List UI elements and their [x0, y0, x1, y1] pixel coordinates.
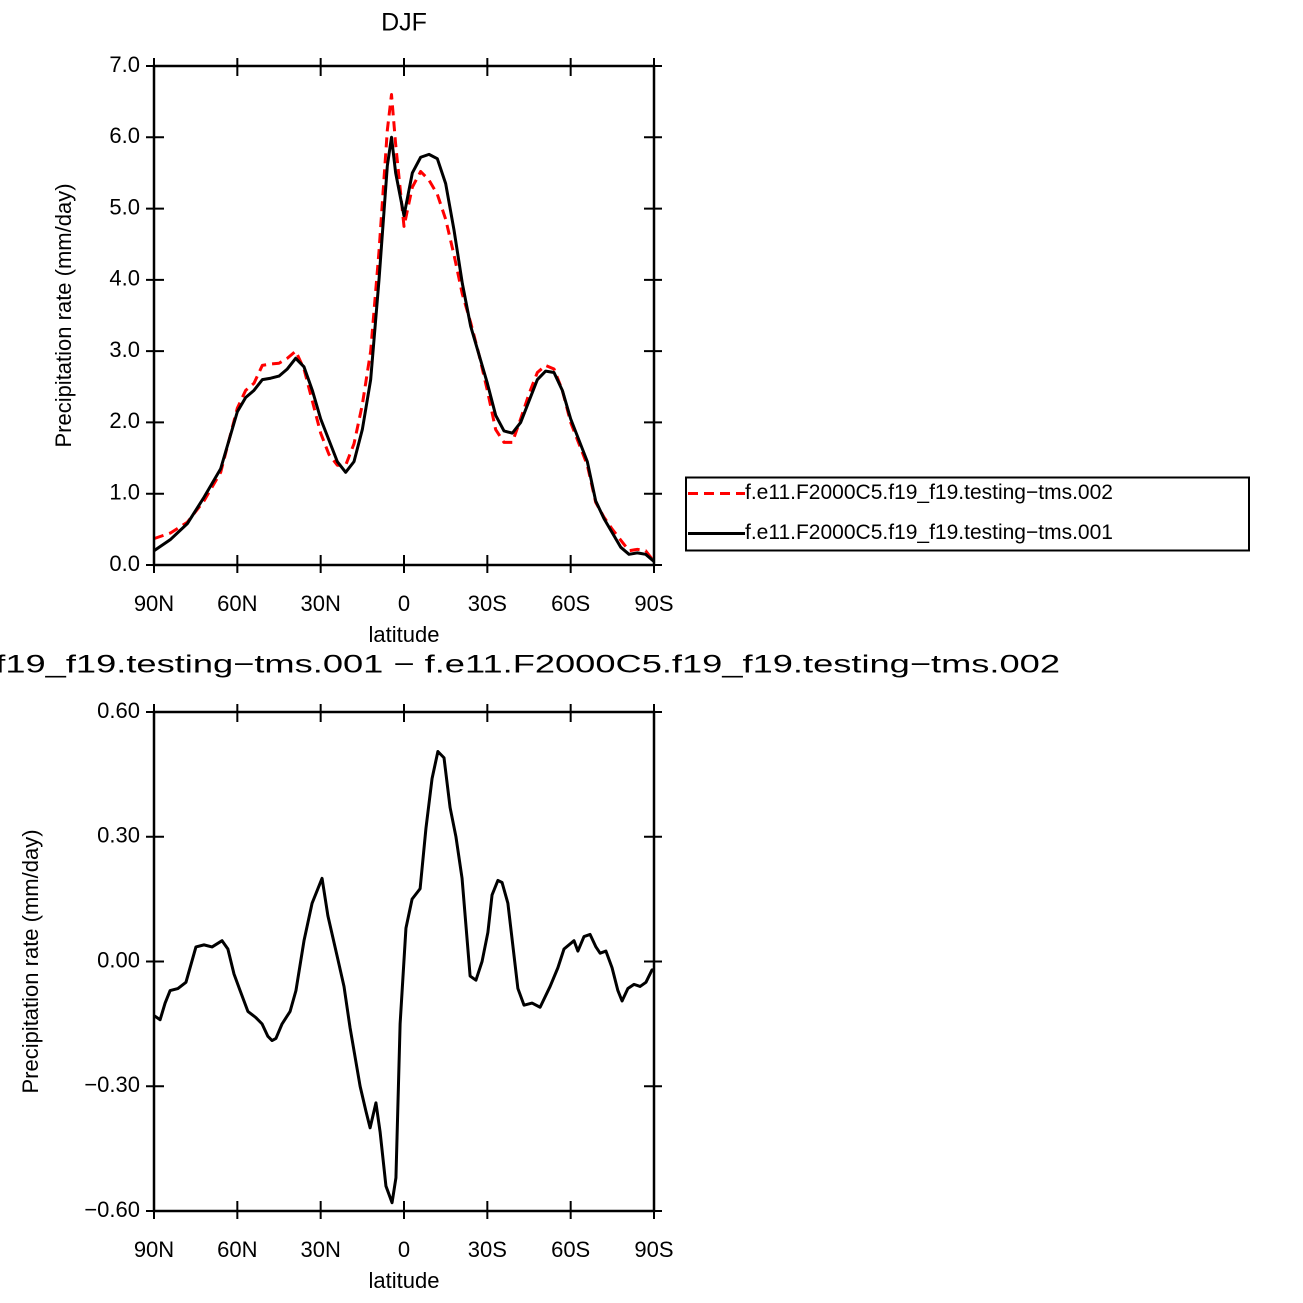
- x-tick-label: 90S: [634, 1237, 673, 1262]
- y-axis-label: Precipitation rate (mm/day): [18, 829, 43, 1093]
- y-tick-label: 3.0: [109, 337, 140, 362]
- plot-frame: [152, 64, 656, 567]
- y-tick-label: 1.0: [109, 480, 140, 505]
- x-tick-label: 30S: [468, 591, 507, 616]
- y-tick-label: 0.60: [97, 698, 140, 723]
- data-line: [153, 135, 655, 563]
- x-tick-label: 60S: [551, 1237, 590, 1262]
- y-tick-label: 2.0: [109, 408, 140, 433]
- y-tick-label: −0.60: [84, 1197, 140, 1222]
- legend-text: f.e11.F2000C5.f19_f19.testing−tms.001: [745, 521, 1113, 544]
- x-tick-label: 30S: [468, 1237, 507, 1262]
- y-tick-label: 6.0: [109, 123, 140, 148]
- y-tick-label: 0.30: [97, 823, 140, 848]
- y-tick-label: 7.0: [109, 52, 140, 77]
- y-axis-label: Precipitation rate (mm/day): [51, 183, 76, 447]
- y-tick-label: 4.0: [109, 266, 140, 291]
- legend-text: f.e11.F2000C5.f19_f19.testing−tms.002: [745, 481, 1113, 504]
- data-line: [153, 750, 654, 1205]
- y-tick-label: 5.0: [109, 194, 140, 219]
- x-tick-label: 90S: [634, 591, 673, 616]
- y-tick-label: −0.30: [84, 1072, 140, 1097]
- x-tick-label: 60N: [217, 591, 257, 616]
- legend-box: [685, 476, 1250, 552]
- y-tick-label: 0.0: [109, 551, 140, 576]
- x-tick-label: 0: [398, 591, 410, 616]
- x-tick-label: 30N: [300, 591, 340, 616]
- y-tick-label: 0.00: [97, 947, 140, 972]
- x-tick-label: 90N: [134, 1237, 174, 1262]
- x-axis-label: latitude: [369, 622, 440, 647]
- x-axis-label: latitude: [369, 1268, 440, 1293]
- chart-title: DJF: [381, 9, 427, 37]
- x-tick-label: 60S: [551, 591, 590, 616]
- x-tick-label: 0: [398, 1237, 410, 1262]
- x-tick-label: 60N: [217, 1237, 257, 1262]
- plot-frame: [152, 710, 656, 1213]
- x-tick-label: 90N: [134, 591, 174, 616]
- x-tick-label: 30N: [300, 1237, 340, 1262]
- chart-title: f.e11.F2000C5.f19_f19.testing−tms.001 − …: [0, 651, 1060, 679]
- data-line: [153, 93, 656, 563]
